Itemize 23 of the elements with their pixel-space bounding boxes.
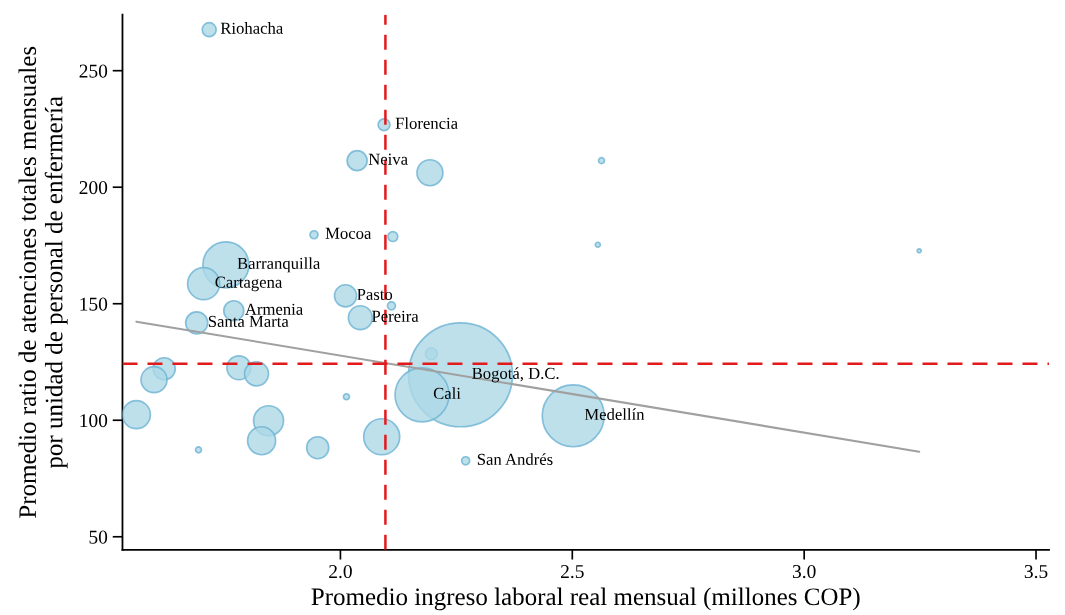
annotation: Cartagena	[215, 276, 283, 292]
annotation: Barranquilla	[237, 257, 321, 273]
x-tick-label: 3.5	[1024, 565, 1048, 579]
annotation: Bogotá, D.C.	[472, 367, 559, 383]
y-tick-label: 200	[79, 181, 108, 195]
y-tick-label: 150	[80, 297, 108, 311]
annotation: Riohacha	[220, 22, 284, 34]
x-axis-title: Promedio ingreso laboral real mensual (millones COP)	[311, 587, 860, 611]
annotation: Armenia	[245, 303, 303, 315]
y-axis-title: Promedio ratio de atenciones totales mensuales por unidad de personal de enfermería	[18, 46, 68, 518]
annotation: Medellín	[584, 408, 645, 420]
y-tick-label: 50	[89, 530, 108, 544]
y-tick-label: 100	[80, 414, 108, 428]
x-tick-label: 2.5	[561, 565, 584, 579]
y-tick-label: 250	[79, 64, 108, 78]
x-tick-label: 2.0	[329, 564, 352, 579]
annotation: Cali	[433, 387, 461, 400]
x-tick-label: 3.0	[792, 564, 816, 579]
annotation: Mocoa	[325, 227, 372, 239]
annotation: Florencia	[395, 117, 458, 129]
annotation: San Andrés	[477, 453, 553, 465]
annotation: Santa Marta	[208, 315, 289, 328]
annotation: Neiva	[368, 153, 408, 165]
